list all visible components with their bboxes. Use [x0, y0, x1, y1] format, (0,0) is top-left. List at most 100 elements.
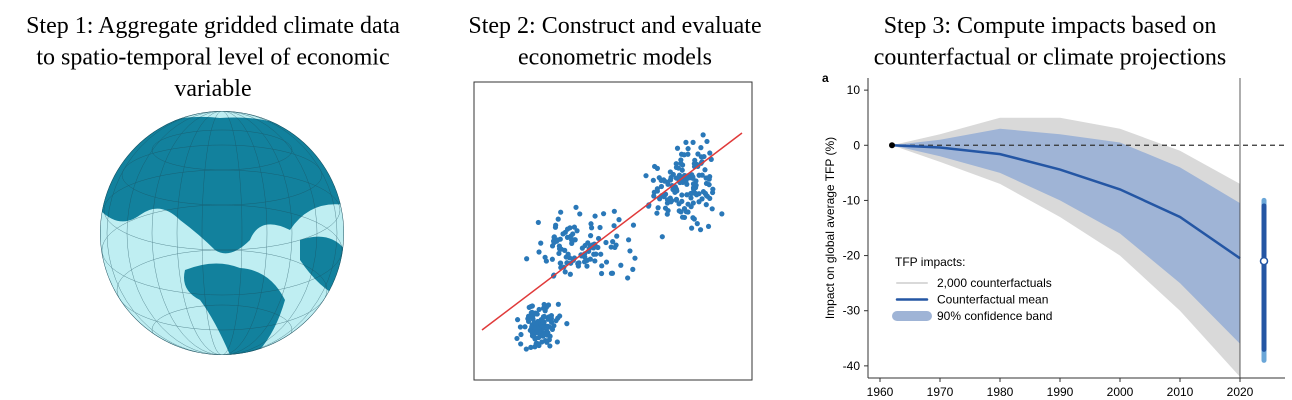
scatter-point: [625, 237, 632, 243]
scatter-point: [661, 177, 667, 183]
scatter-point: [528, 314, 534, 320]
scatter-point: [548, 319, 555, 325]
scatter-point: [707, 174, 713, 180]
scatter-point: [535, 219, 541, 226]
impact-chart: 10 0 -10 -20 -30 -40 1960 1970 1980 1990 2000 2010 2…: [822, 71, 1285, 399]
x-tick-label: 1980: [987, 385, 1014, 399]
scatter-point: [651, 193, 657, 199]
scatter-point: [551, 234, 557, 240]
scatter-point: [699, 196, 705, 202]
scatter-point: [674, 188, 680, 194]
panel-title: counterfactual or climate projections: [874, 45, 1227, 71]
scatter-point: [684, 192, 690, 198]
scatter-point: [700, 132, 706, 138]
scatter-point: [536, 342, 542, 349]
scatter-point: [523, 346, 529, 352]
scatter-point: [650, 177, 656, 183]
scatter-point: [562, 229, 568, 235]
scatter-point: [676, 208, 682, 214]
scatter-point: [627, 248, 633, 254]
scatter-point: [584, 263, 590, 269]
scatter-point: [673, 197, 679, 203]
scatter-point: [655, 205, 661, 211]
scatter-point: [618, 262, 624, 268]
scatter-point: [518, 331, 524, 338]
scatter-point: [592, 258, 598, 264]
scatter-point: [536, 306, 542, 313]
y-tick-label: 10: [847, 83, 861, 97]
scatter-point: [691, 181, 697, 187]
scatter-point: [558, 209, 564, 215]
panel-title: variable: [174, 76, 251, 102]
scatter-point: [679, 198, 685, 204]
scatter-point: [611, 223, 617, 229]
scatter-point: [568, 233, 574, 239]
scatter-point: [554, 339, 560, 345]
scatter-point: [556, 246, 563, 252]
scatter-point: [573, 204, 579, 210]
scatter-point: [692, 157, 698, 163]
confidence-band: [892, 128, 1240, 344]
scatter-point: [536, 249, 542, 255]
scatter-point: [702, 167, 708, 173]
y-tick-label: -30: [843, 304, 861, 318]
scatter-point: [698, 145, 704, 151]
globe: [100, 111, 344, 355]
scatter-point: [704, 138, 710, 145]
scatter-point: [683, 209, 689, 215]
scatter-point: [522, 324, 528, 330]
scatter-point: [581, 259, 588, 265]
scatter-point: [630, 222, 637, 228]
scatter-point: [658, 183, 665, 190]
scatter-point: [673, 161, 679, 167]
scatter-point: [683, 139, 689, 145]
scatter-point: [595, 235, 602, 242]
scatter-point: [625, 275, 631, 281]
scatter-point: [665, 181, 671, 187]
scatter-point: [612, 244, 618, 251]
panel-title: Step 3: Compute impacts based on: [884, 13, 1217, 39]
x-tick-label: 2000: [1107, 385, 1134, 399]
scatter-point: [719, 211, 725, 217]
scatter-point: [694, 221, 700, 227]
scatter-point: [679, 167, 685, 173]
scatter-point: [514, 335, 520, 342]
scatter-point: [597, 224, 603, 231]
scatter-point: [524, 256, 530, 262]
scatter-point: [517, 324, 524, 330]
scatter-point: [514, 317, 521, 323]
scatter-point: [575, 260, 581, 266]
legend-label: 90% confidence band: [937, 309, 1052, 323]
scatter-point: [545, 323, 551, 329]
scatter-point: [690, 215, 696, 221]
scatter-point: [707, 150, 713, 156]
scatter-point: [555, 237, 561, 243]
scatter-point: [564, 321, 570, 327]
scatter-point: [664, 200, 671, 206]
scatter-point: [587, 233, 594, 239]
scatter-point: [706, 182, 712, 188]
scatter-point: [689, 225, 695, 231]
scatter-point: [588, 221, 594, 227]
scatter-point: [702, 190, 708, 197]
scatter-point: [542, 254, 548, 260]
x-tick-label: 2020: [1227, 385, 1254, 399]
scatter-point: [670, 171, 676, 178]
fit-line: [481, 132, 743, 331]
scatter-points: [514, 132, 725, 352]
scatter-point: [544, 339, 550, 345]
mean-line: [891, 144, 1241, 260]
scatter-point: [553, 222, 559, 228]
legend-label: 2,000 counterfactuals: [937, 276, 1052, 290]
scatter-point: [667, 177, 674, 183]
scatter-point: [547, 343, 553, 349]
scatter-point: [591, 251, 597, 257]
legend-title: TFP impacts:: [895, 255, 965, 269]
scatter-point: [610, 239, 616, 245]
scatter-point: [614, 233, 620, 239]
scatter-point: [703, 202, 709, 208]
scatter-point: [587, 256, 593, 262]
scatter-point: [616, 217, 622, 223]
scatter-point: [630, 266, 636, 272]
